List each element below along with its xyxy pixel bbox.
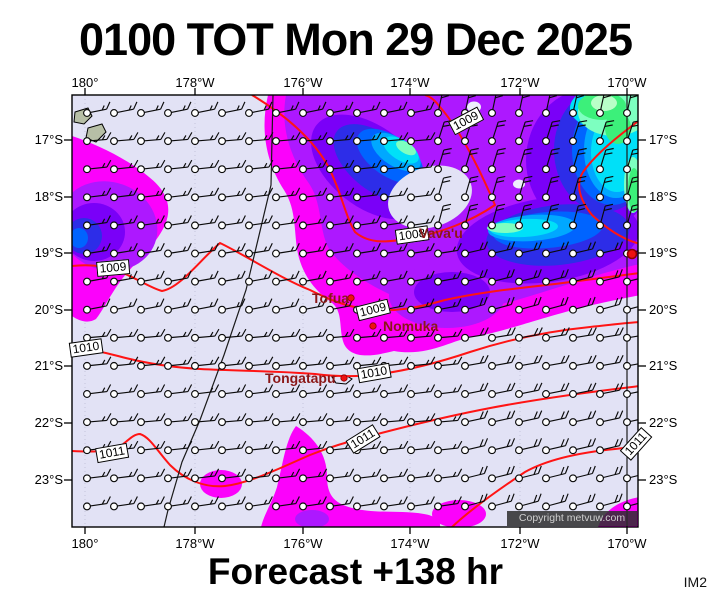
axis-label-lat: 23°S	[649, 472, 678, 487]
axis-label-lon: 176°W	[283, 536, 323, 551]
forecast-hour-label: Forecast +138 hr	[207, 551, 504, 592]
place-label-tofua: Tofua	[312, 290, 350, 306]
rain-core-pale-green	[591, 95, 617, 111]
dry-hole	[388, 165, 472, 229]
place-label-vavau: Vava'u	[419, 225, 463, 241]
axis-label-lon: 174°W	[390, 536, 430, 551]
axis-label-lat: 22°S	[34, 415, 63, 430]
axis-label-lon: 170°W	[607, 75, 647, 90]
axis-label-lat: 19°S	[34, 245, 63, 260]
island-outline	[73, 107, 353, 385]
axis-label-lat: 23°S	[34, 472, 63, 487]
axis-label-lon: 176°W	[283, 75, 323, 90]
axis-label-lat: 22°S	[649, 415, 678, 430]
copyright-watermark: Copyright metvuw.com	[507, 511, 637, 526]
wind-barb-grid	[83, 95, 638, 511]
axis-label-lat: 20°S	[34, 302, 63, 317]
axis-label-lat: 17°S	[649, 132, 678, 147]
map-border	[71, 94, 639, 528]
axis-label-lon: 180°	[71, 536, 99, 551]
axis-label-lon: 178°W	[175, 75, 215, 90]
axis-label-lon: 180°	[71, 75, 99, 90]
place-label-nomuka: Nomuka	[383, 318, 439, 334]
dateline	[163, 95, 274, 527]
axis-label-lon: 172°W	[500, 536, 540, 551]
axis-label-lat: 21°S	[34, 358, 63, 373]
axis-label-lon: 170°W	[607, 536, 647, 551]
axis-label-lon: 174°W	[390, 75, 430, 90]
axis-label-lon: 172°W	[500, 75, 540, 90]
axis-label-lat: 21°S	[649, 358, 678, 373]
axis-label-lat: 18°S	[34, 189, 63, 204]
axis-label-lat: 17°S	[34, 132, 63, 147]
isobar-value-label: 1009	[96, 259, 130, 277]
axis-label-lat: 19°S	[649, 245, 678, 260]
axis-ticks	[64, 88, 646, 534]
axis-label-lon: 178°W	[175, 536, 215, 551]
place-label-tongatapu: Tongatapu	[265, 370, 336, 386]
page-title: 0100 TOT Mon 29 Dec 2025	[79, 14, 633, 65]
pane-id-label: IM2	[683, 574, 707, 590]
axis-label-lat: 20°S	[649, 302, 678, 317]
axis-label-lat: 18°S	[649, 189, 678, 204]
isobar-1008-ne	[578, 120, 638, 245]
